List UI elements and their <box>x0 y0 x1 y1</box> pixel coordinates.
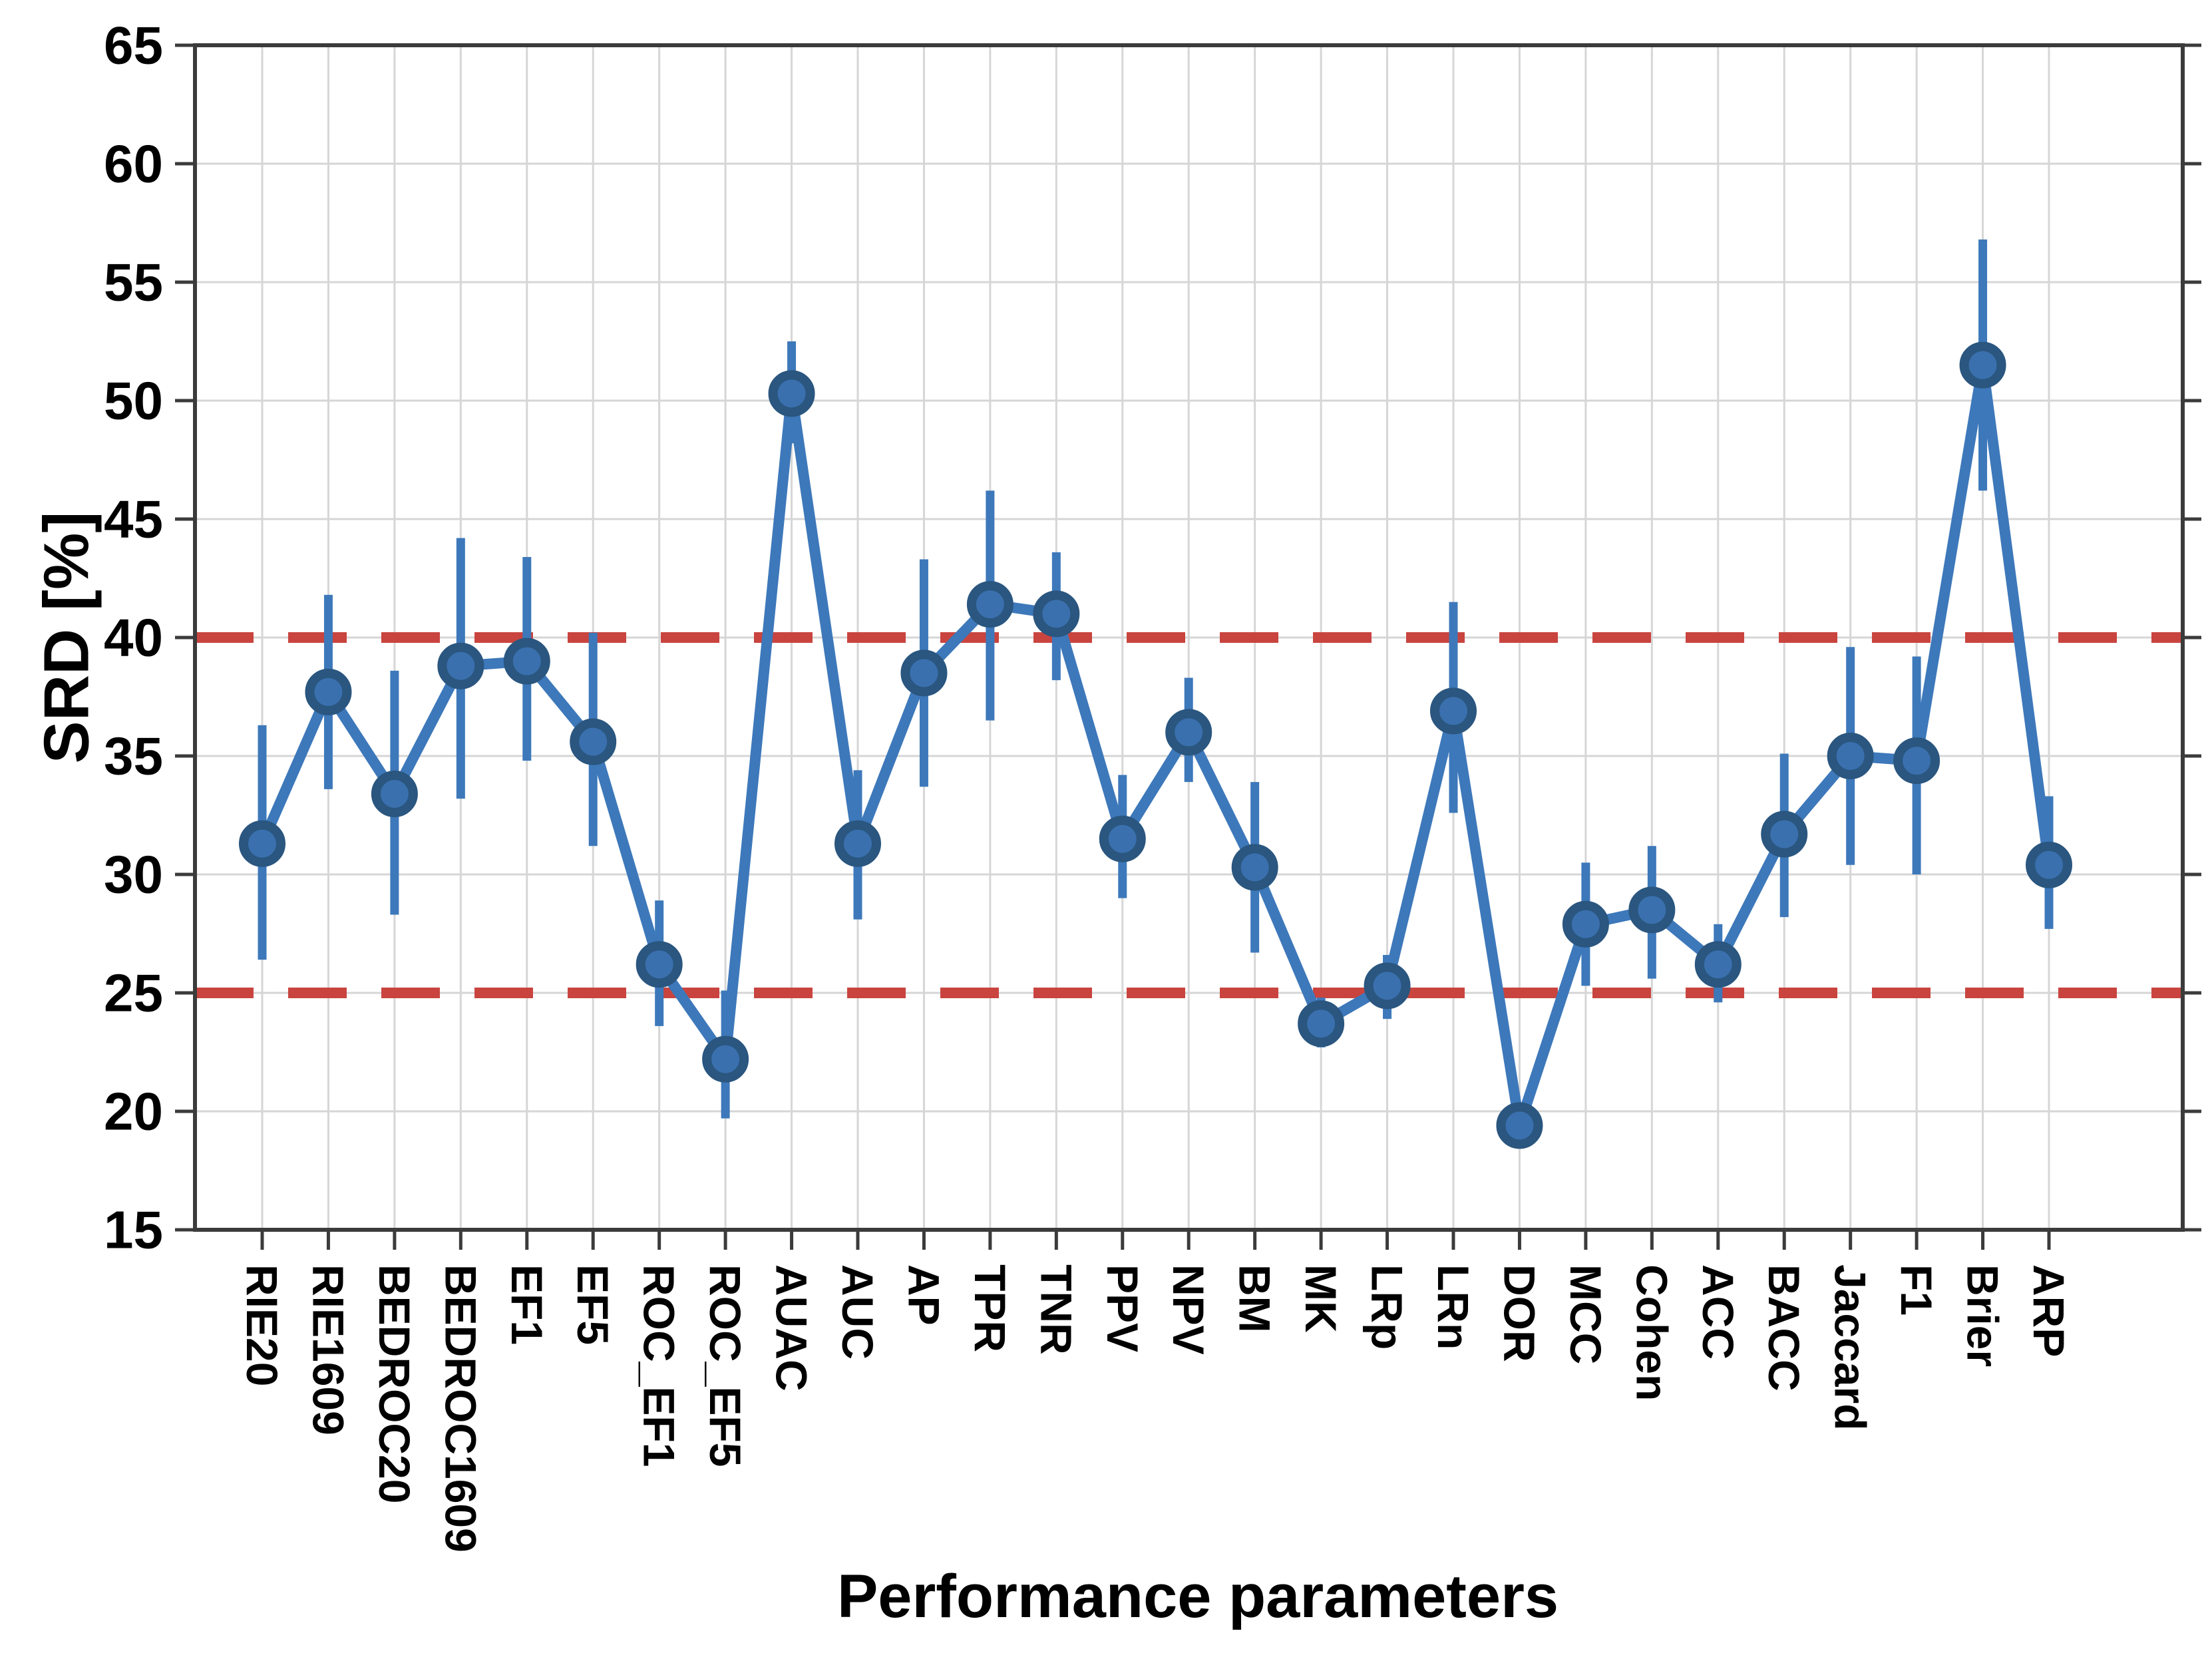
y-tick-label: 25 <box>104 964 163 1023</box>
y-tick-label: 30 <box>104 845 163 904</box>
x-axis-title: Performance parameters <box>837 1563 1559 1630</box>
x-tick-label-TNR: TNR <box>1031 1264 1081 1355</box>
data-point-TPR <box>966 581 1014 628</box>
y-tick-label: 20 <box>104 1082 163 1141</box>
data-point-BEDROC20 <box>371 770 418 817</box>
x-tick-label-ROC_EF5: ROC_EF5 <box>701 1264 750 1467</box>
x-tick-label-BEDROC1609: BEDROC1609 <box>436 1264 485 1553</box>
x-tick-label-LRp: LRp <box>1363 1264 1412 1350</box>
x-tick-label-PPV: PPV <box>1098 1264 1147 1352</box>
x-tick-label-Cohen: Cohen <box>1627 1264 1676 1401</box>
data-point-ROC_EF5 <box>702 1035 749 1083</box>
x-tick-label-EF5: EF5 <box>568 1264 618 1345</box>
y-tick-label: 45 <box>104 490 163 549</box>
x-tick-label-BM: BM <box>1230 1264 1280 1333</box>
data-point-BACC <box>1761 811 1808 858</box>
x-tick-label-ARP: ARP <box>2024 1264 2074 1357</box>
y-tick-label: 60 <box>104 134 163 194</box>
data-point-TNR <box>1033 590 1080 638</box>
data-point-Cohen <box>1628 886 1676 934</box>
data-point-ROC_EF1 <box>636 941 683 988</box>
x-tick-label-BEDROC20: BEDROC20 <box>370 1264 419 1503</box>
x-tick-label-NPV: NPV <box>1164 1264 1213 1355</box>
x-tick-label-LRn: LRn <box>1429 1264 1478 1350</box>
x-tick-label-ROC_EF1: ROC_EF1 <box>635 1264 684 1467</box>
x-tick-label-AP: AP <box>899 1264 948 1326</box>
data-point-ARP <box>2026 841 2072 888</box>
y-tick-label: 55 <box>104 253 163 312</box>
data-point-F1 <box>1893 737 1940 785</box>
x-tick-label-AUAC: AUAC <box>767 1264 817 1391</box>
data-point-Jaccard <box>1827 733 1874 779</box>
data-point-Brier <box>1959 341 2006 389</box>
data-point-NPV <box>1165 709 1212 756</box>
data-point-AP <box>900 649 948 697</box>
data-point-BM <box>1231 844 1278 891</box>
data-point-LRn <box>1430 687 1477 735</box>
x-tick-label-EF1: EF1 <box>502 1264 552 1345</box>
x-tick-label-ACC: ACC <box>1694 1264 1743 1360</box>
x-tick-label-RIE20: RIE20 <box>238 1264 287 1386</box>
data-point-RIE20 <box>239 820 285 867</box>
data-point-PPV <box>1099 815 1146 862</box>
y-tick-label: 35 <box>104 727 163 786</box>
data-point-ACC <box>1694 941 1742 988</box>
x-tick-label-BACC: BACC <box>1759 1264 1809 1391</box>
y-axis-title: SRD [%] <box>31 512 102 764</box>
x-tick-label-F1: F1 <box>1892 1264 1941 1316</box>
x-tick-label-Jaccard: Jaccard <box>1826 1264 1875 1431</box>
data-point-MK <box>1298 1000 1345 1047</box>
data-point-EF1 <box>503 638 550 685</box>
data-point-RIE1609 <box>305 668 352 715</box>
x-tick-label-RIE1609: RIE1609 <box>303 1264 353 1435</box>
data-point-LRp <box>1364 962 1411 1010</box>
series-line-srd <box>257 359 2054 1131</box>
x-tick-label-MCC: MCC <box>1561 1264 1610 1364</box>
y-tick-label: 40 <box>104 608 163 667</box>
x-tick-label-AUC: AUC <box>833 1264 882 1360</box>
data-point-EF5 <box>570 718 617 765</box>
y-tick-label: 15 <box>104 1201 163 1260</box>
data-point-AUC <box>834 820 881 867</box>
x-tick-label-Brier: Brier <box>1958 1264 2008 1367</box>
x-tick-label-DOR: DOR <box>1495 1264 1544 1362</box>
y-tick-label: 65 <box>104 16 163 75</box>
x-tick-label-MK: MK <box>1296 1264 1346 1333</box>
data-point-AUAC <box>768 370 815 417</box>
data-point-BEDROC1609 <box>437 642 484 689</box>
x-tick-label-TPR: TPR <box>966 1264 1015 1352</box>
data-point-DOR <box>1496 1102 1543 1149</box>
y-tick-label: 50 <box>104 371 163 431</box>
data-point-MCC <box>1562 900 1609 948</box>
